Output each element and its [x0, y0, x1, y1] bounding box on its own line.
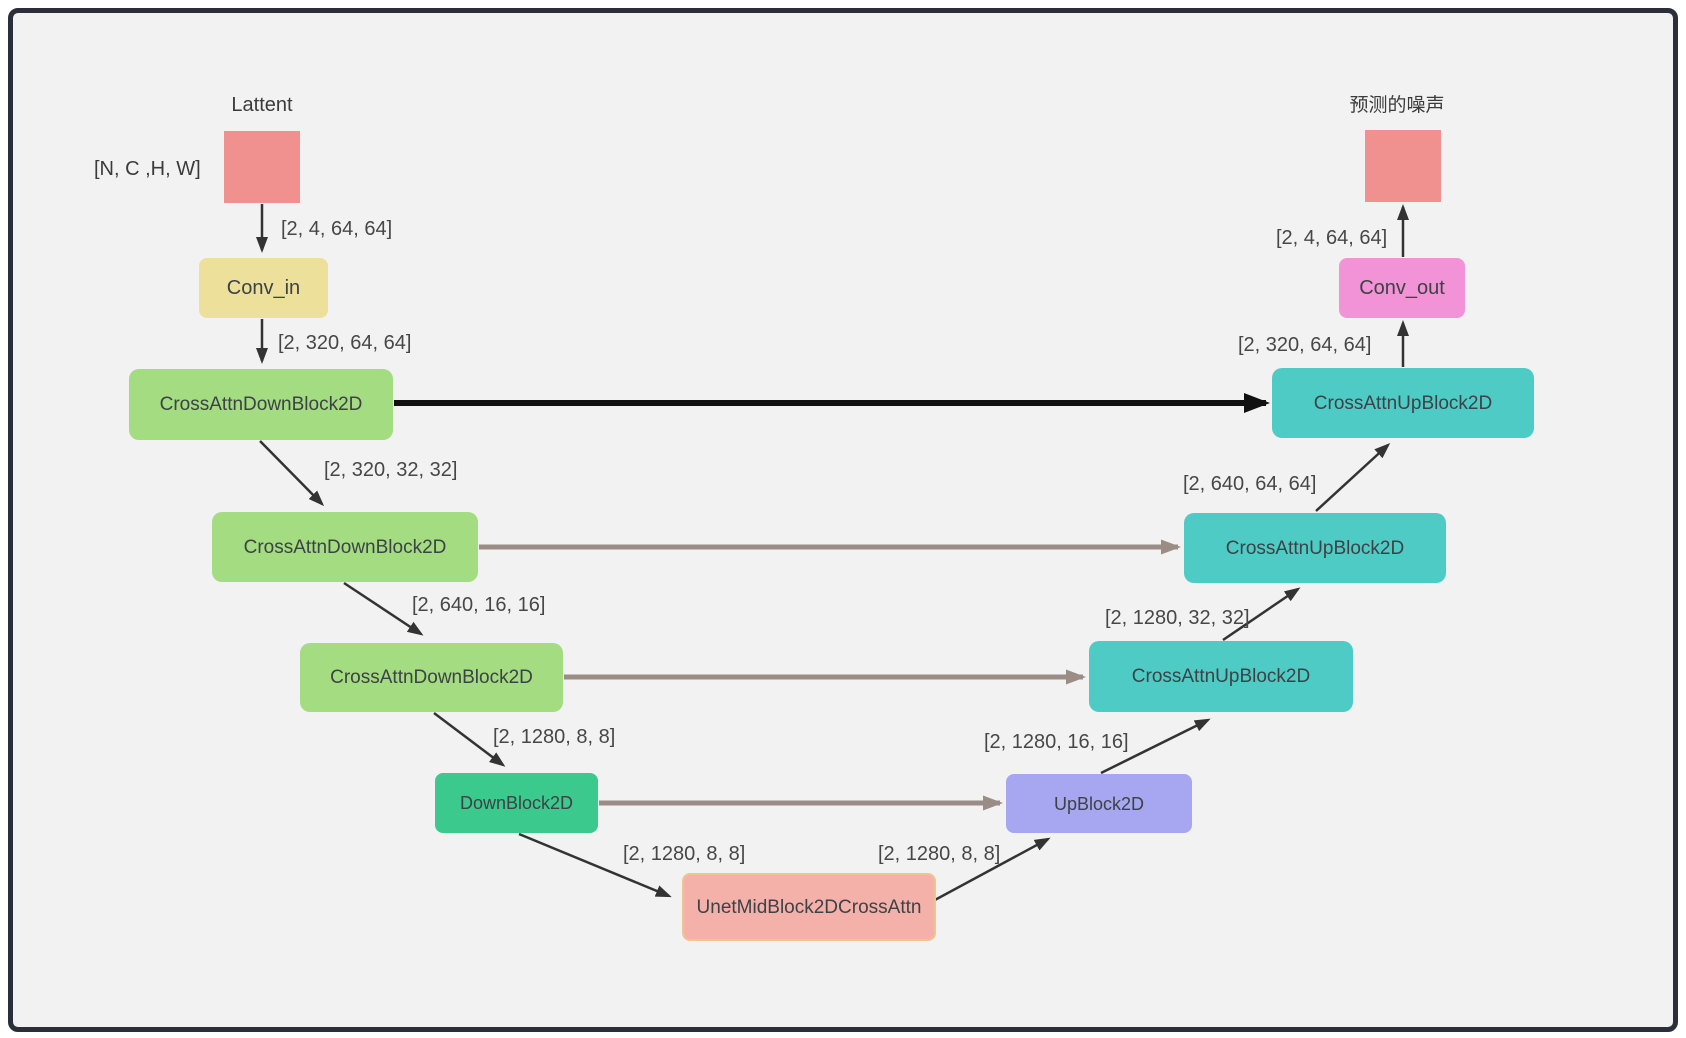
node-down-block: DownBlock2D [435, 773, 598, 833]
dim-label-up1-out: [2, 320, 64, 64] [1238, 334, 1372, 356]
output-caption: 预测的噪声 [1349, 95, 1445, 116]
node-cross-attn-down-block-1: CrossAttnDownBlock2D [129, 369, 393, 440]
node-label: CrossAttnUpBlock2D [1313, 392, 1493, 414]
dim-label-up4-out: [2, 1280, 16, 16] [984, 731, 1129, 753]
node-up-block: UpBlock2D [1006, 774, 1192, 833]
node-unet-mid-block: UnetMidBlock2DCrossAttn [682, 873, 936, 941]
dim-label-down3-out: [2, 1280, 8, 8] [493, 726, 616, 748]
node-label: UpBlock2D [1053, 793, 1145, 814]
node-cross-attn-up-block-2: CrossAttnUpBlock2D [1184, 513, 1446, 583]
node-cross-attn-up-block-1: CrossAttnUpBlock2D [1272, 368, 1534, 438]
output-noise-square [1365, 130, 1441, 202]
node-label: Conv_in [226, 277, 301, 299]
node-label: CrossAttnUpBlock2D [1131, 666, 1311, 687]
node-label: DownBlock2D [459, 793, 574, 813]
node-label: UnetMidBlock2DCrossAttn [696, 896, 922, 918]
node-label: CrossAttnDownBlock2D [243, 536, 447, 558]
dim-label-up3-out: [2, 1280, 32, 32] [1105, 607, 1250, 629]
node-cross-attn-down-block-3: CrossAttnDownBlock2D [300, 643, 563, 712]
dim-label-down1-out: [2, 320, 32, 32] [324, 459, 458, 481]
node-label: CrossAttnDownBlock2D [330, 667, 533, 688]
dim-label-convin-out: [2, 320, 64, 64] [278, 332, 412, 354]
node-label: CrossAttnUpBlock2D [1225, 537, 1405, 559]
node-cross-attn-up-block-3: CrossAttnUpBlock2D [1089, 641, 1353, 712]
node-label: CrossAttnDownBlock2D [159, 394, 363, 415]
node-cross-attn-down-block-2: CrossAttnDownBlock2D [212, 512, 478, 582]
dim-label-convout-out: [2, 4, 64, 64] [1276, 227, 1388, 249]
input-caption: Lattent [231, 94, 293, 116]
latent-square [224, 131, 300, 203]
input-shape-label: [N, C ,H, W] [94, 158, 201, 180]
dim-label-latent-in: [2, 4, 64, 64] [281, 218, 393, 240]
dim-label-up2-out: [2, 640, 64, 64] [1183, 473, 1317, 495]
node-conv-out: Conv_out [1339, 258, 1465, 318]
dim-label-down4-out: [2, 1280, 8, 8] [623, 843, 746, 865]
node-conv-in: Conv_in [199, 258, 328, 318]
node-label: Conv_out [1359, 277, 1445, 299]
dim-label-down2-out: [2, 640, 16, 16] [412, 594, 546, 616]
dim-label-mid-out: [2, 1280, 8, 8] [878, 843, 1001, 865]
